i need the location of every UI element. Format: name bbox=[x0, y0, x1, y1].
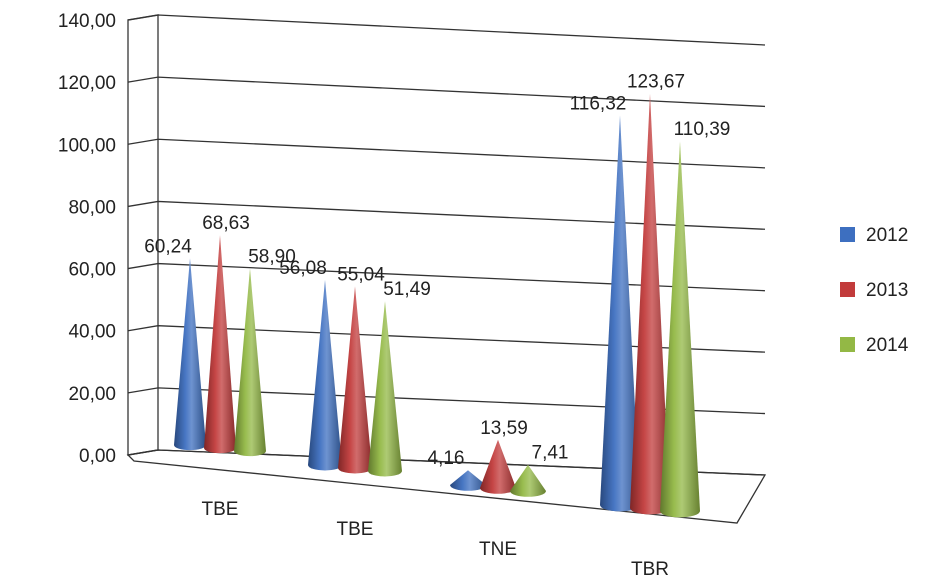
floor-plane bbox=[126, 449, 767, 524]
cone-2013-2 bbox=[480, 439, 516, 494]
legend-label: 2012 bbox=[866, 225, 908, 246]
gridline bbox=[127, 76, 766, 108]
y-tick-label: 140,00 bbox=[58, 11, 116, 32]
cone-2012-2 bbox=[450, 470, 486, 491]
category-label: TBE bbox=[337, 519, 374, 540]
y-axis: 0,00 20,00 40,00 60,00 80,00 100,00 120,00 140,… bbox=[58, 11, 116, 467]
legend-swatch bbox=[840, 227, 855, 242]
gridline bbox=[127, 200, 766, 230]
data-label: 58,90 bbox=[248, 246, 296, 267]
legend-swatch bbox=[840, 337, 855, 352]
data-label: 51,49 bbox=[383, 279, 431, 300]
category-label: TBR bbox=[631, 559, 669, 580]
y-tick-label: 80,00 bbox=[68, 197, 116, 218]
data-label: 55,04 bbox=[337, 264, 385, 285]
data-label: 7,41 bbox=[532, 443, 569, 464]
category-label: TBE bbox=[202, 499, 239, 520]
cone-2014-3 bbox=[660, 141, 700, 518]
data-label: 68,63 bbox=[202, 213, 250, 234]
data-label: 4,16 bbox=[428, 448, 465, 469]
data-label: 13,59 bbox=[480, 418, 528, 439]
chart-floor bbox=[126, 449, 767, 524]
data-label: 116,32 bbox=[570, 93, 627, 114]
cone-2012-0 bbox=[174, 258, 206, 451]
data-label: 60,24 bbox=[144, 236, 192, 257]
y-tick-label: 120,00 bbox=[58, 73, 116, 94]
gridline bbox=[127, 262, 766, 292]
cone-2014-1 bbox=[368, 301, 402, 477]
cone-2012-1 bbox=[308, 279, 342, 471]
gridline bbox=[127, 14, 766, 46]
data-label: 56,08 bbox=[279, 258, 327, 279]
category-labels: TBE TBE TNE TBR bbox=[202, 499, 669, 580]
legend-label: 2014 bbox=[866, 335, 909, 356]
legend-item-2013: 2013 bbox=[840, 280, 908, 301]
y-tick-label: 60,00 bbox=[68, 260, 116, 281]
cone-2013-1 bbox=[338, 286, 372, 474]
y-tick-label: 40,00 bbox=[68, 322, 116, 343]
legend-item-2012: 2012 bbox=[840, 225, 908, 246]
cone-2014-2 bbox=[510, 464, 546, 497]
gridline bbox=[127, 138, 766, 169]
legend: 2012 2013 2014 bbox=[840, 225, 909, 356]
legend-label: 2013 bbox=[866, 280, 908, 301]
data-label: 123,67 bbox=[627, 72, 685, 93]
gridline bbox=[127, 325, 766, 353]
data-label: 110,39 bbox=[674, 119, 731, 140]
y-tick-label: 20,00 bbox=[68, 384, 116, 405]
y-tick-label: 0,00 bbox=[79, 446, 116, 467]
legend-item-2014: 2014 bbox=[840, 335, 909, 356]
y-tick-label: 100,00 bbox=[58, 135, 116, 156]
gridline bbox=[127, 387, 766, 415]
cone-2012-3 bbox=[600, 115, 640, 512]
cone-2014-0 bbox=[234, 268, 266, 457]
cone-2013-3 bbox=[630, 93, 670, 515]
cones bbox=[174, 93, 700, 518]
category-label: TNE bbox=[479, 539, 517, 560]
cone-2013-0 bbox=[204, 235, 236, 454]
legend-swatch bbox=[840, 282, 855, 297]
